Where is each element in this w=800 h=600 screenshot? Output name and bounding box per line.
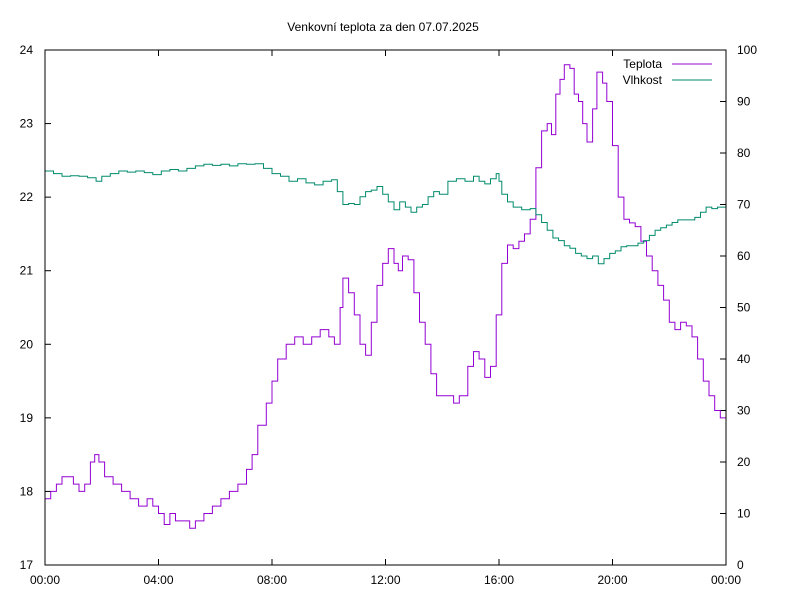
chart-title: Venkovní teplota za den 07.07.2025	[287, 20, 479, 34]
y-right-tick-label: 40	[737, 352, 751, 366]
y-right-tick-label: 80	[737, 146, 751, 160]
legend: Teplota Vlhkost	[623, 57, 712, 87]
x-tick-label: 00:00	[711, 573, 741, 587]
y-right-tick-label: 30	[737, 404, 751, 418]
plot-area-frame	[44, 49, 727, 566]
y-right-tick-label: 90	[737, 95, 751, 109]
y-left-tick-label: 18	[20, 484, 34, 498]
y-right-tick-label: 70	[737, 198, 751, 212]
y-right-tick-label: 10	[737, 507, 751, 521]
y-left-tick-label: 21	[20, 264, 34, 278]
y-left-tick-label: 24	[20, 43, 34, 57]
y-right-tick-label: 60	[737, 249, 751, 263]
legend-label-teplota: Teplota	[623, 57, 662, 71]
y-left-tick-label: 17	[20, 558, 34, 572]
y-left-tick-label: 22	[20, 190, 34, 204]
y-left-tick-label: 19	[20, 411, 34, 425]
x-tick-label: 20:00	[597, 573, 627, 587]
y-right-tick-label: 50	[737, 301, 751, 315]
y-right-tick-label: 0	[737, 558, 744, 572]
legend-label-vlhkost: Vlhkost	[623, 73, 663, 87]
x-tick-label: 08:00	[257, 573, 287, 587]
y-left-tick-label: 23	[20, 117, 34, 131]
x-tick-label: 16:00	[484, 573, 514, 587]
series-line-teplota	[45, 64, 727, 529]
x-tick-label: 12:00	[370, 573, 400, 587]
y-left-tick-label: 20	[20, 337, 34, 351]
y-right-tick-label: 20	[737, 455, 751, 469]
x-tick-label: 04:00	[143, 573, 173, 587]
x-tick-label: 00:00	[30, 573, 60, 587]
series-line-vlhkost	[45, 163, 727, 265]
y-right-tick-label: 100	[737, 43, 757, 57]
